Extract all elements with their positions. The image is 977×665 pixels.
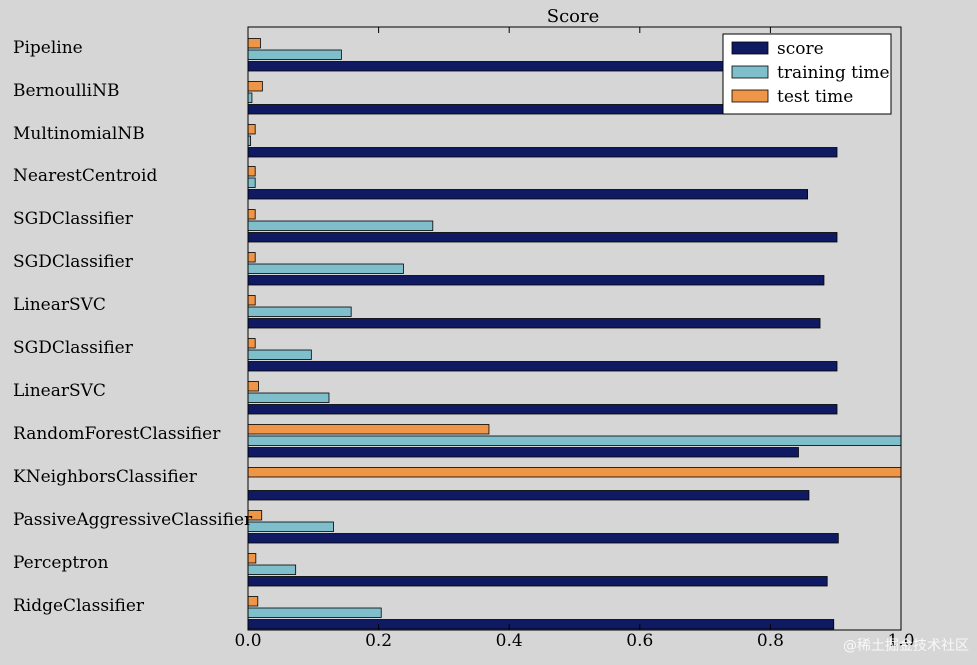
bar-training-time-1 xyxy=(247,92,253,103)
y-tick-label: RidgeClassifier xyxy=(13,596,145,616)
bar-score-1 xyxy=(247,104,724,115)
bar-training-time-7 xyxy=(247,349,312,360)
legend-label: test time xyxy=(777,87,853,107)
legend: score training time test time xyxy=(722,33,892,115)
y-tick-label: BernoulliNB xyxy=(13,81,120,101)
bar-test-time-6 xyxy=(247,295,256,306)
bar-test-time-1 xyxy=(247,81,263,92)
bar-test-time-8 xyxy=(247,381,259,392)
bar-training-time-4 xyxy=(247,220,434,231)
x-tick-label: 0.0 xyxy=(234,631,261,651)
bars xyxy=(247,38,902,630)
bar-test-time-2 xyxy=(247,124,256,135)
bar-training-time-5 xyxy=(247,263,404,274)
x-tick-label: 0.6 xyxy=(626,631,653,651)
legend-swatch-test-time xyxy=(731,89,769,103)
legend-swatch-training-time xyxy=(731,65,769,79)
y-tick-label: PassiveAggressiveClassifier xyxy=(13,510,253,530)
y-tick-label: KNeighborsClassifier xyxy=(13,467,198,487)
chart-title: Score xyxy=(547,6,600,27)
bar-score-7 xyxy=(247,361,838,372)
y-axis-labels: Pipeline BernoulliNB MultinomialNB NearestC… xyxy=(13,38,253,616)
y-tick-label: SGDClassifier xyxy=(13,252,134,272)
bar-score-13 xyxy=(247,619,835,630)
y-tick-label: NearestCentroid xyxy=(13,166,157,186)
bar-test-time-13 xyxy=(247,596,259,607)
y-tick-label: Perceptron xyxy=(13,553,109,573)
bar-training-time-13 xyxy=(247,607,382,618)
bar-test-time-4 xyxy=(247,209,256,220)
bar-score-9 xyxy=(247,447,799,458)
y-tick-label: LinearSVC xyxy=(13,381,106,401)
x-tick-label: 0.8 xyxy=(757,631,784,651)
bar-score-11 xyxy=(247,533,839,544)
y-tick-label: SGDClassifier xyxy=(13,338,134,358)
y-tick-label: MultinomialNB xyxy=(13,124,145,144)
plot-frame xyxy=(247,26,902,631)
bar-test-time-12 xyxy=(247,553,257,564)
bar-score-12 xyxy=(247,576,828,587)
bar-training-time-12 xyxy=(247,564,297,575)
bar-training-time-6 xyxy=(247,306,352,317)
bar-test-time-0 xyxy=(247,38,261,49)
legend-swatch-score xyxy=(731,41,769,55)
bar-test-time-5 xyxy=(247,252,256,263)
x-tick-label: 0.2 xyxy=(365,631,392,651)
bar-training-time-8 xyxy=(247,392,330,403)
bar-training-time-11 xyxy=(247,521,334,532)
bar-score-5 xyxy=(247,275,825,286)
x-tick-label: 1.0 xyxy=(887,631,914,651)
bar-test-time-3 xyxy=(247,166,256,177)
bar-score-2 xyxy=(247,147,838,158)
bar-training-time-9 xyxy=(247,435,902,446)
bar-score-0 xyxy=(247,61,724,72)
bar-score-4 xyxy=(247,232,838,243)
x-axis-ticks: 0.0 0.2 0.4 0.6 0.8 1.0 xyxy=(234,27,915,651)
legend-label: score xyxy=(777,39,824,59)
bar-test-time-10 xyxy=(247,467,902,478)
y-tick-label: Pipeline xyxy=(13,38,83,58)
bar-score-10 xyxy=(247,490,810,501)
bar-test-time-7 xyxy=(247,338,256,349)
legend-label: training time xyxy=(777,63,890,83)
bar-test-time-9 xyxy=(247,424,490,435)
bar-training-time-3 xyxy=(247,177,256,188)
bar-training-time-0 xyxy=(247,49,342,60)
y-tick-label: RandomForestClassifier xyxy=(13,424,221,444)
bar-score-6 xyxy=(247,318,821,329)
x-tick-label: 0.4 xyxy=(496,631,523,651)
bar-score-3 xyxy=(247,189,809,200)
watermark: @稀土掘金技术社区 xyxy=(843,638,969,654)
y-tick-label: LinearSVC xyxy=(13,295,106,315)
y-tick-label: SGDClassifier xyxy=(13,209,134,229)
bar-score-8 xyxy=(247,404,838,415)
